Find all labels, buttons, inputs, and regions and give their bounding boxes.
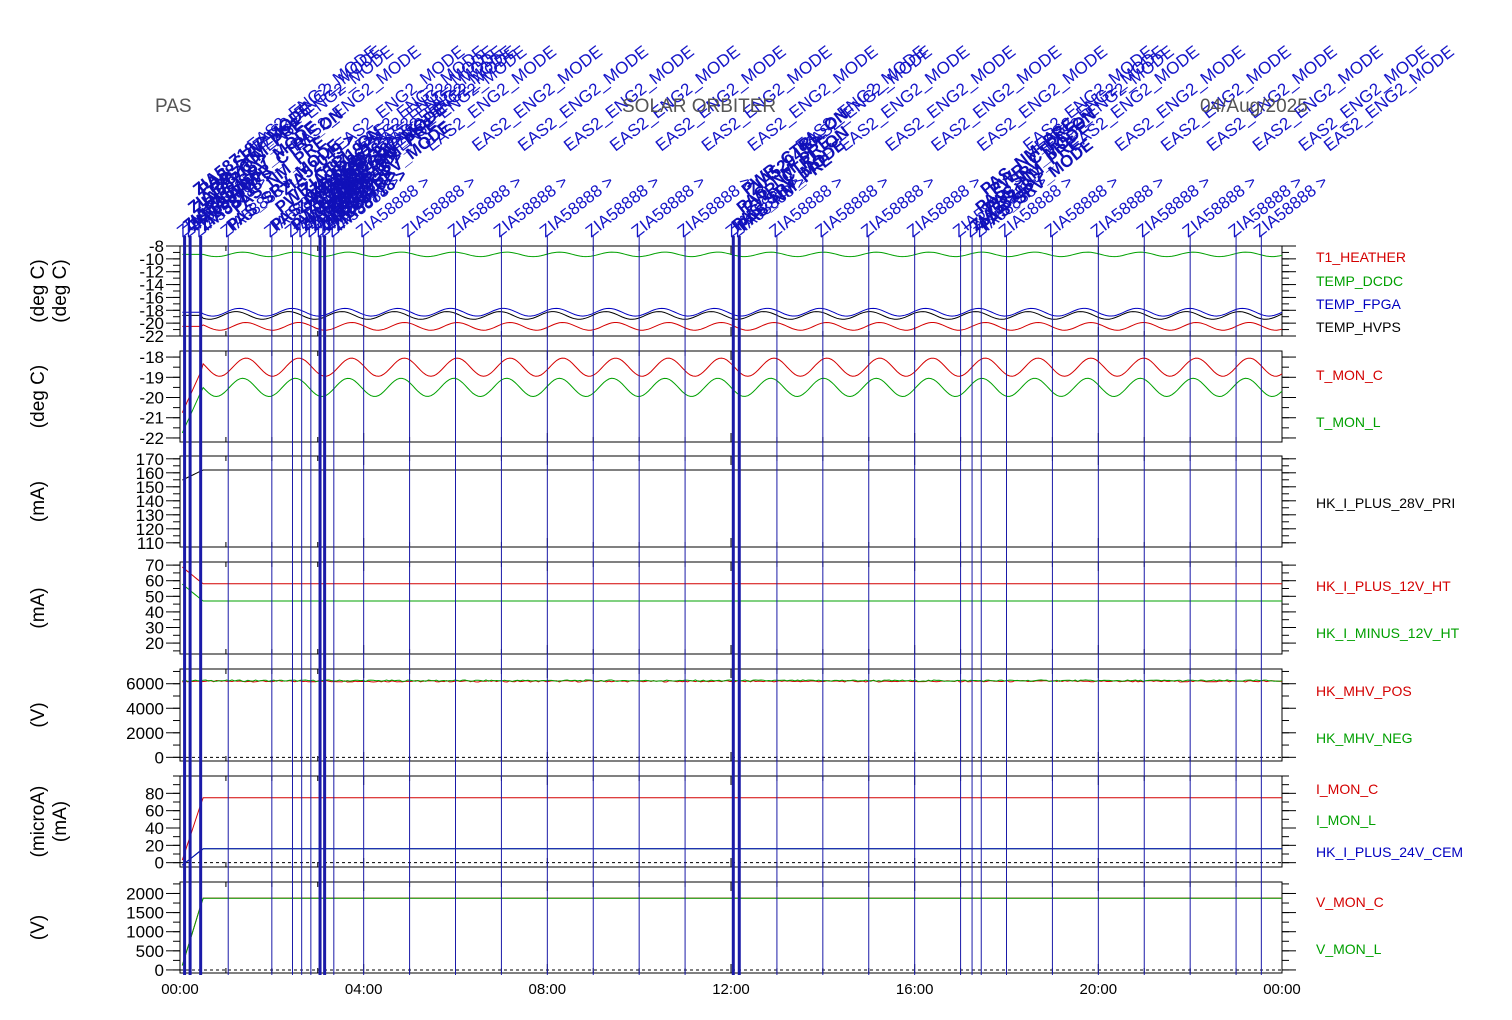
y-tick-label: -16 (139, 288, 164, 307)
y-tick-label: 60 (145, 802, 164, 821)
y-tick-label: -21 (139, 409, 164, 428)
panel-frame (179, 245, 1283, 337)
y-tick-label: -19 (139, 368, 164, 387)
panel: -8-10-12-14-16-18-20-22 (deg C) (deg C) T1_… (28, 237, 1406, 346)
y-tick-label: 110 (137, 534, 164, 553)
y-tick-label: 1000 (126, 923, 164, 942)
legend-label: TEMP_FPGA (1316, 296, 1401, 312)
y-tick-label: -22 (139, 429, 164, 448)
panel-frame (179, 775, 1283, 868)
plot-panels: -8-10-12-14-16-18-20-22(deg C) (deg C)T1_… (28, 237, 1463, 980)
y-tick-label: 120 (136, 520, 164, 539)
legend-label: T_MON_C (1316, 367, 1383, 383)
y-tick-label: -22 (139, 327, 164, 346)
y-tick-label: 30 (145, 618, 164, 637)
y-axis-label: (mA) (50, 801, 71, 842)
y-axis-label: (mA) (28, 587, 49, 628)
y-tick-label: 0 (155, 961, 164, 980)
x-tick-label: 20:00 (1080, 981, 1118, 998)
y-tick-label: -12 (139, 263, 164, 282)
y-axis-label: (deg C) (28, 259, 49, 322)
y-tick-label: 1500 (126, 904, 164, 923)
y-tick-label: -18 (139, 301, 164, 320)
panel-frame (179, 350, 1283, 443)
y-tick-label: 0 (155, 748, 164, 767)
y-axis-label: (V) (28, 702, 49, 727)
legend-label: V_MON_L (1316, 941, 1382, 957)
legend-label: HK_MHV_NEG (1316, 730, 1412, 746)
x-tick-label: 00:00 (161, 981, 199, 998)
legend-label: HK_I_PLUS_28V_PRI (1316, 495, 1455, 511)
y-tick-label: 4000 (126, 699, 164, 718)
y-tick-label: 40 (145, 819, 164, 838)
y-tick-label: 60 (145, 572, 164, 591)
y-tick-label: 500 (136, 942, 164, 961)
legend-label: V_MON_C (1316, 894, 1384, 910)
y-tick-label: -8 (149, 237, 164, 256)
y-tick-label: 2000 (126, 884, 164, 903)
y-tick-label: 2000 (126, 724, 164, 743)
y-axis-label: (deg C) (50, 259, 71, 322)
legend-label: HK_I_PLUS_24V_CEM (1316, 844, 1463, 860)
mode-label: EAS2_ENG2_MODE (1320, 42, 1458, 155)
y-axis-label: (V) (28, 915, 49, 940)
y-tick-label: -14 (139, 276, 164, 295)
y-tick-label: 20 (145, 836, 164, 855)
event-lines (183, 236, 1262, 975)
plot-date: 04/Aug/2025 (1200, 96, 1308, 117)
time-axis: 00:00 04:00 08:00 12:00 16:00 20:00 00:00 (161, 981, 1301, 998)
legend-label: HK_MHV_POS (1316, 683, 1412, 699)
x-tick-label: 04:00 (345, 981, 383, 998)
y-tick-label: 150 (136, 478, 164, 497)
y-tick-label: 170 (136, 450, 164, 469)
panel: 6000 4000 2000 0 (V) HK_MHV_POS HK_MHV_NEG (28, 668, 1412, 767)
y-tick-label: -18 (139, 348, 164, 367)
y-tick-label: -10 (139, 250, 164, 269)
y-axis-label: (mA) (28, 481, 49, 522)
y-tick-label: 80 (145, 784, 164, 803)
y-tick-label: 50 (145, 587, 164, 606)
panel: -18-19 -20-21-22 (deg C) T_MON_C T_MON_L (28, 348, 1383, 448)
x-tick-label: 00:00 (1263, 981, 1301, 998)
legend-label: TEMP_DCDC (1316, 273, 1403, 289)
x-tick-label: 12:00 (712, 981, 750, 998)
legend-label: T1_HEATHER (1316, 249, 1406, 265)
y-tick-label: -20 (139, 389, 164, 408)
y-tick-label: 70 (145, 556, 164, 575)
y-axis-label: (microA) (28, 786, 49, 858)
y-tick-label: 140 (136, 492, 164, 511)
instrument-name: PAS (155, 96, 192, 117)
y-tick-label: 20 (145, 634, 164, 653)
x-tick-label: 16:00 (896, 981, 934, 998)
legend-label: HK_I_PLUS_12V_HT (1316, 578, 1451, 594)
y-tick-label: 160 (136, 464, 164, 483)
legend-label: I_MON_C (1316, 781, 1378, 797)
y-tick-label: 6000 (126, 675, 164, 694)
y-tick-label: 130 (136, 506, 164, 525)
legend-label: T_MON_L (1316, 414, 1381, 430)
y-tick-label: 0 (155, 854, 164, 873)
legend-label: HK_I_MINUS_12V_HT (1316, 625, 1460, 641)
y-tick-label: 40 (145, 603, 164, 622)
panel-frame (179, 881, 1283, 974)
legend-label: I_MON_L (1316, 812, 1376, 828)
y-axis-label: (deg C) (28, 365, 49, 428)
panel-frame (179, 668, 1283, 762)
legend-label: TEMP_HVPS (1316, 319, 1401, 335)
mission-name: SOLAR ORBITER (622, 96, 777, 117)
panel-frame (179, 561, 1283, 655)
x-tick-label: 08:00 (529, 981, 567, 998)
y-tick-label: -20 (139, 314, 164, 333)
